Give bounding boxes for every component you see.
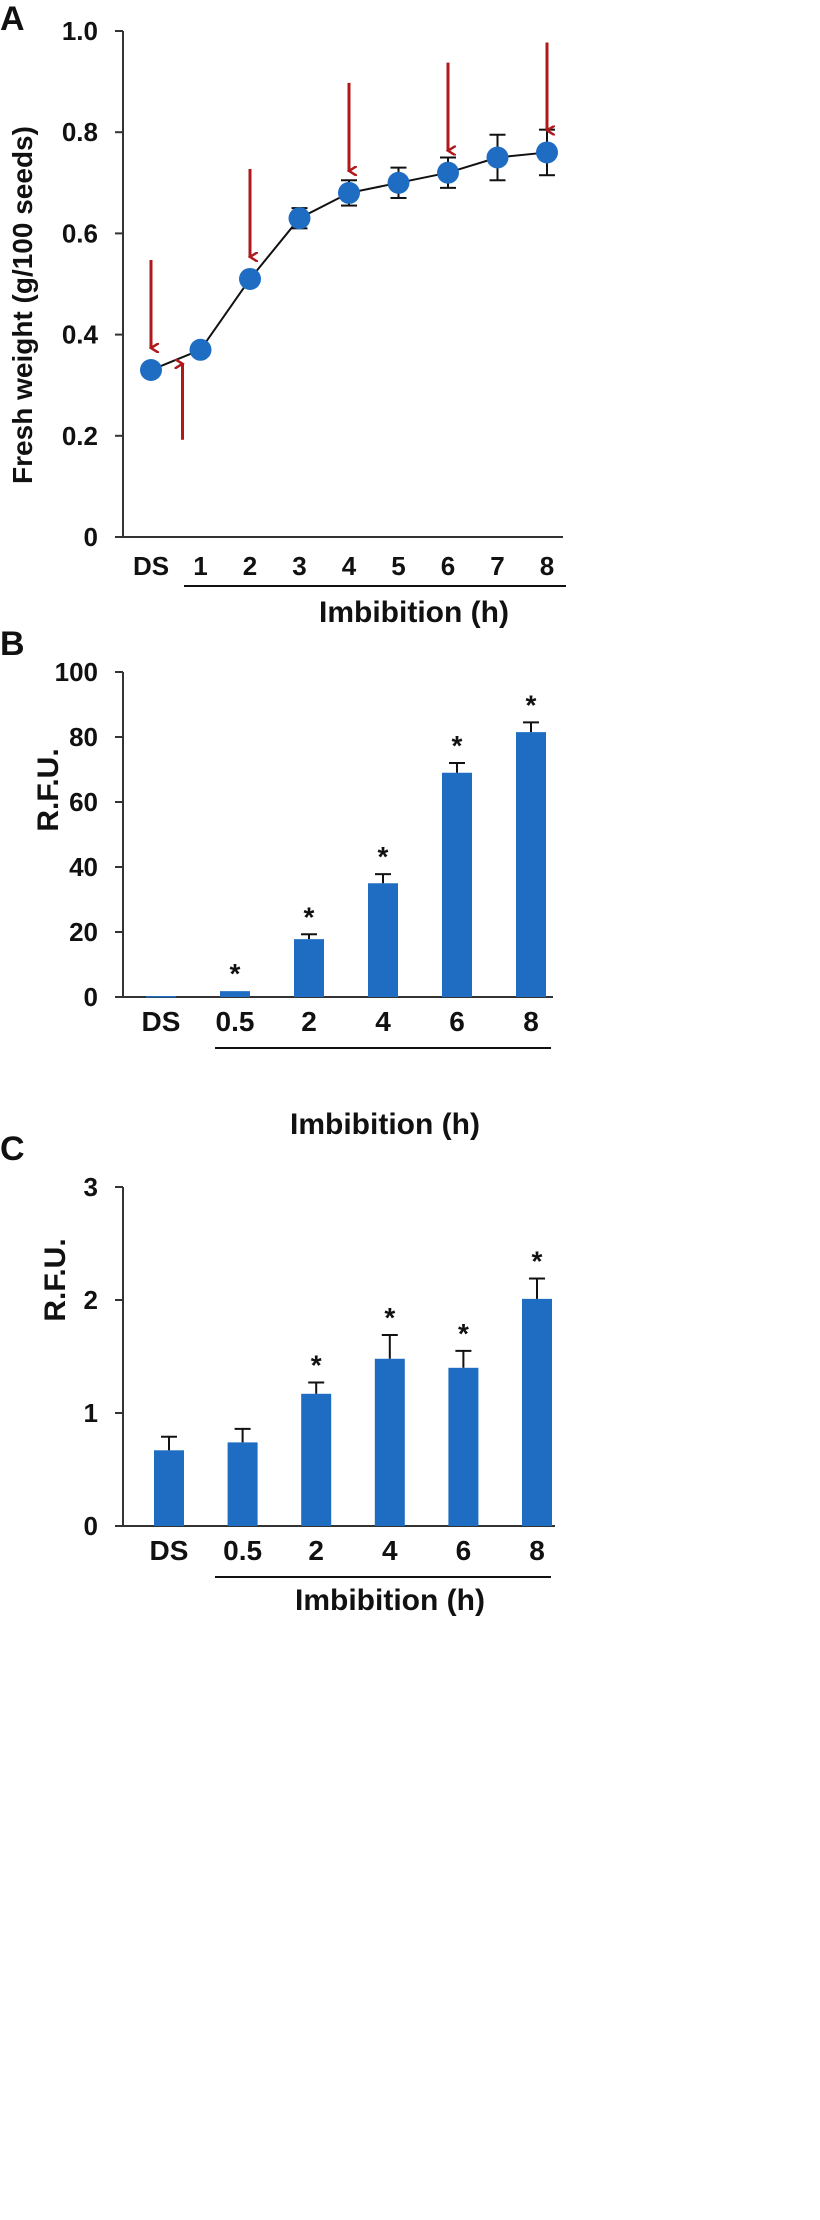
panel-c-x-axis-label: Imbibition (h): [295, 1584, 485, 1617]
panel-b-x-tick-label: 0.5: [216, 1006, 255, 1037]
panel-b-x-tick-label: 6: [449, 1006, 465, 1037]
panel-c-y-tick-label: 2: [84, 1285, 98, 1315]
panel-a-data-point: [486, 146, 509, 169]
panel-a-data-point: [536, 141, 558, 164]
panel-b-x-tick-label: DS: [142, 1006, 181, 1037]
panel-a-x-tick-label: 4: [342, 551, 357, 581]
panel-c-significance-marker: *: [311, 1349, 322, 1380]
panel-c-y-tick-label: 3: [84, 1172, 98, 1202]
panel-b-y-tick-label: 40: [69, 852, 98, 882]
panel-c-significance-marker: *: [384, 1302, 395, 1333]
panel-a-chart: A Fresh weight (g/100 seeds) Imbibition …: [0, 0, 566, 629]
panel-c-x-tick-label: 4: [382, 1535, 398, 1566]
panel-c-y-tick-label: 1: [84, 1398, 98, 1428]
panel-a-y-tick-label: 1.0: [62, 16, 98, 46]
panel-a-x-tick-label: 3: [292, 551, 306, 581]
panel-a-data-point: [288, 207, 311, 230]
panel-a-x-axis-label: Imbibition (h): [319, 596, 509, 629]
panel-b-y-axis-label: R.F.U.: [32, 748, 65, 831]
panel-b-significance-marker: *: [230, 958, 241, 989]
panel-c-y-tick-label: 0: [84, 1511, 98, 1541]
panel-b-y-tick-label: 60: [69, 787, 98, 817]
panel-a-x-tick-label: 7: [490, 551, 504, 581]
panel-b-significance-marker: *: [452, 730, 463, 761]
panel-c-chart: C R.F.U. Imbibition (h) 0 1 2 3 DS 0.5 * 2 * 4 * 6 *…: [0, 1130, 555, 1617]
panel-b-bar: [146, 996, 176, 998]
panel-b-bar: [294, 939, 324, 997]
panel-a-y-tick-label: 0.6: [62, 218, 98, 248]
panel-b-bar: [220, 991, 250, 997]
panel-b-y-tick-label: 100: [55, 657, 98, 687]
panel-c-bar: [301, 1393, 332, 1526]
panel-b-significance-marker: *: [378, 841, 389, 872]
panel-c-bar: [227, 1442, 258, 1526]
panel-b-bar: [442, 772, 472, 997]
panel-b-x-tick-label: 4: [375, 1006, 391, 1037]
panel-a-x-tick-label: DS: [133, 551, 169, 581]
panel-b-y-tick-label: 80: [69, 722, 98, 752]
panel-b-significance-marker: *: [526, 689, 537, 720]
panel-c-x-tick-label: 6: [456, 1535, 472, 1566]
panel-a-y-tick-label: 0.4: [62, 320, 99, 350]
panel-a-data-point: [140, 359, 162, 382]
panel-a-x-tick-label: 8: [540, 551, 554, 581]
panel-a-x-tick-label: 2: [243, 551, 257, 581]
panel-b-letter: B: [0, 625, 25, 663]
panel-c-bar: [154, 1450, 184, 1526]
panel-a-x-tick-label: 5: [391, 551, 405, 581]
panel-c-y-axis-label: R.F.U.: [39, 1238, 72, 1321]
panel-c-significance-marker: *: [458, 1318, 469, 1349]
panel-c-x-tick-label: 0.5: [223, 1535, 262, 1566]
panel-a-y-tick-label: 0.8: [62, 117, 98, 147]
panel-b-significance-marker: *: [304, 901, 315, 932]
panel-a-data-point: [239, 267, 261, 290]
panel-b-y-tick-label: 0: [84, 982, 98, 1012]
panel-c-significance-marker: *: [532, 1246, 543, 1277]
panel-b-x-tick-label: 2: [301, 1006, 317, 1037]
panel-a-y-tick-label: 0: [84, 522, 98, 552]
panel-c-bar: [448, 1367, 479, 1526]
panel-c-bar: [522, 1298, 552, 1526]
panel-c-x-tick-label: 2: [308, 1535, 324, 1566]
panel-b-y-tick-label: 20: [69, 917, 98, 947]
panel-b-bar: [368, 883, 398, 997]
panel-b-x-tick-label: 8: [523, 1006, 539, 1037]
panel-c-letter: C: [0, 1130, 25, 1168]
panel-a-data-point: [189, 338, 212, 361]
panel-a-data-point: [387, 171, 410, 194]
panel-a-data-point: [437, 161, 459, 184]
panel-c-x-tick-label: DS: [150, 1535, 189, 1566]
panel-b-x-axis-label: Imbibition (h): [290, 1108, 480, 1141]
panel-a-data-point: [338, 181, 360, 204]
panel-c-x-tick-label: 8: [529, 1535, 545, 1566]
panel-a-letter: A: [0, 0, 25, 38]
panel-c-bar: [374, 1358, 405, 1526]
panel-a-y-axis-label: Fresh weight (g/100 seeds): [7, 126, 38, 484]
panel-b-bar: [516, 732, 546, 997]
panel-a-x-tick-label: 1: [193, 551, 207, 581]
panel-b-chart: B R.F.U. Imbibition (h) 0 20 40 60 80 100 DS * 0…: [0, 625, 553, 1141]
panel-a-x-tick-label: 6: [441, 551, 455, 581]
panel-a-y-tick-label: 0.2: [62, 421, 98, 451]
